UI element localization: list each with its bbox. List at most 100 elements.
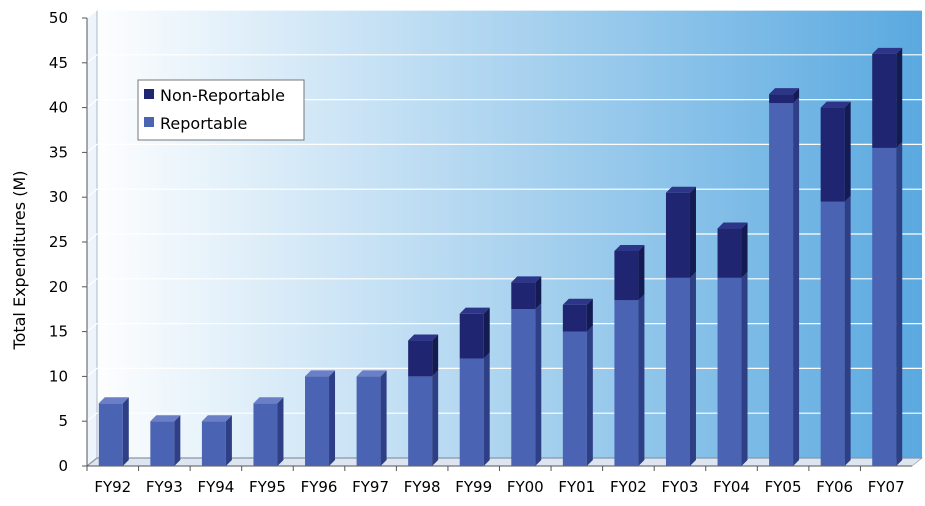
- bar-reportable-FY97-side: [380, 370, 387, 466]
- bar-non-reportable-FY05-front: [769, 94, 794, 104]
- bar-reportable-FY02-front: [614, 300, 639, 466]
- y-tick-label: 5: [58, 412, 68, 430]
- gridline: [86, 188, 922, 198]
- bar-reportable-FY92-top: [98, 397, 129, 404]
- bar-non-reportable-FY02: [614, 244, 645, 301]
- legend-swatch-reportable: [144, 117, 154, 127]
- bar-reportable-FY06-side: [844, 195, 851, 466]
- legend-box: [137, 79, 305, 141]
- y-axis-title: Total Expenditures (M): [10, 171, 29, 351]
- bar-reportable-FY99: [459, 352, 490, 466]
- legend: Non-Reportable Reportable: [137, 79, 305, 141]
- bar-non-reportable-FY05-top: [769, 88, 800, 95]
- bar-non-reportable-FY02-top: [614, 244, 645, 251]
- bar-non-reportable-FY03: [665, 186, 696, 278]
- bar-reportable-FY02-side: [638, 294, 645, 466]
- y-tick-label: 0: [58, 457, 68, 475]
- x-tick-label: FY01: [558, 478, 595, 496]
- bar-reportable-FY95-front: [253, 403, 278, 466]
- bar-non-reportable-FY99-top: [459, 307, 490, 314]
- bar-non-reportable-FY06-top: [820, 101, 851, 108]
- bar-reportable-FY95-side: [277, 397, 284, 466]
- bar-reportable-FY04-front: [717, 277, 742, 466]
- bar-non-reportable-FY01-top: [562, 298, 593, 305]
- bar-reportable-FY97-front: [356, 376, 381, 466]
- bar-reportable-FY94-top: [201, 415, 232, 422]
- bar-reportable-FY96-top: [305, 370, 336, 377]
- gridline: [86, 9, 922, 19]
- gridline: [86, 233, 922, 243]
- gridlines: [86, 9, 922, 467]
- x-tick-label: FY93: [146, 478, 183, 496]
- x-tick-label: FY05: [765, 478, 802, 496]
- bar-reportable-FY94: [201, 415, 232, 466]
- gridline: [86, 54, 922, 64]
- bar-non-reportable-FY07: [872, 47, 903, 148]
- bar-non-reportable-FY99-side: [483, 307, 490, 359]
- x-tick-label: FY96: [301, 478, 338, 496]
- gridline: [86, 143, 922, 153]
- bar-non-reportable-FY06-side: [844, 101, 851, 202]
- gridline: [86, 412, 922, 422]
- bar-reportable-FY07-front: [872, 147, 897, 467]
- bar-reportable-FY03-side: [689, 271, 696, 466]
- bar-non-reportable-FY04: [717, 222, 748, 278]
- bar-reportable-FY05-side: [793, 97, 800, 467]
- bar-reportable-FY01: [562, 325, 593, 466]
- bar-reportable-FY98-side: [432, 370, 439, 466]
- gridline: [86, 323, 922, 333]
- bar-non-reportable-FY00: [511, 276, 542, 310]
- y-tick-label: 20: [49, 278, 68, 296]
- x-tick-label: FY06: [816, 478, 853, 496]
- x-tick-label: FY02: [610, 478, 647, 496]
- bar-reportable-FY03-front: [665, 277, 690, 466]
- bar-reportable-FY97-top: [356, 370, 387, 377]
- bar-reportable-FY04: [717, 271, 748, 466]
- bar-non-reportable-FY07-side: [896, 47, 903, 148]
- bar-non-reportable-FY06-front: [820, 107, 845, 202]
- bar-reportable-FY06: [820, 195, 851, 466]
- bar-reportable-FY04-side: [741, 271, 748, 466]
- legend-label-non-reportable: Non-Reportable: [160, 86, 285, 105]
- bar-reportable-FY98: [408, 370, 439, 466]
- bar-reportable-FY93-top: [150, 415, 181, 422]
- bar-reportable-FY94-front: [201, 421, 226, 466]
- bar-reportable-FY95: [253, 397, 284, 466]
- x-tick-label: FY00: [507, 478, 544, 496]
- bar-non-reportable-FY00-top: [511, 276, 542, 283]
- bar-non-reportable-FY98-top: [408, 334, 439, 341]
- gridline: [86, 278, 922, 288]
- bar-reportable-FY98-front: [408, 376, 433, 466]
- bar-non-reportable-FY98-front: [408, 340, 433, 377]
- bar-reportable-FY96: [305, 370, 336, 466]
- bar-reportable-FY92-side: [122, 397, 129, 466]
- bar-reportable-FY93-front: [150, 421, 175, 466]
- bar-reportable-FY92-front: [98, 403, 123, 466]
- bar-reportable-FY00-front: [511, 309, 536, 466]
- y-tick-labels: 0 5 10 15 20 25 30 35 40 45 50: [49, 9, 68, 475]
- gridline: [86, 367, 922, 377]
- bar-reportable-FY96-front: [305, 376, 330, 466]
- bar-reportable-FY07-side: [896, 141, 903, 467]
- bar-reportable-FY07: [872, 141, 903, 467]
- bar-non-reportable-FY02-side: [638, 244, 645, 301]
- bar-reportable-FY05-front: [769, 103, 794, 467]
- y-tick-label: 30: [49, 188, 68, 206]
- bar-reportable-FY03: [665, 271, 696, 466]
- bar-reportable-FY00: [511, 303, 542, 466]
- bar-non-reportable-FY98: [408, 334, 439, 377]
- x-tick-label: FY04: [713, 478, 750, 496]
- bar-non-reportable-FY03-top: [665, 186, 696, 193]
- bar-non-reportable-FY98-side: [432, 334, 439, 377]
- bar-reportable-FY02: [614, 294, 645, 466]
- legend-swatch-non-reportable: [144, 89, 154, 99]
- x-tick-labels: FY92 FY93 FY94 FY95 FY96 FY97 FY98 FY99 FY00 FY01…: [86, 466, 905, 496]
- y-tick-label: 15: [49, 323, 68, 341]
- gridline: [86, 98, 922, 109]
- x-tick-label: FY97: [352, 478, 389, 496]
- bar-reportable-FY92: [98, 397, 129, 466]
- bar-non-reportable-FY05: [769, 88, 800, 104]
- x-tick-label: FY92: [94, 478, 131, 496]
